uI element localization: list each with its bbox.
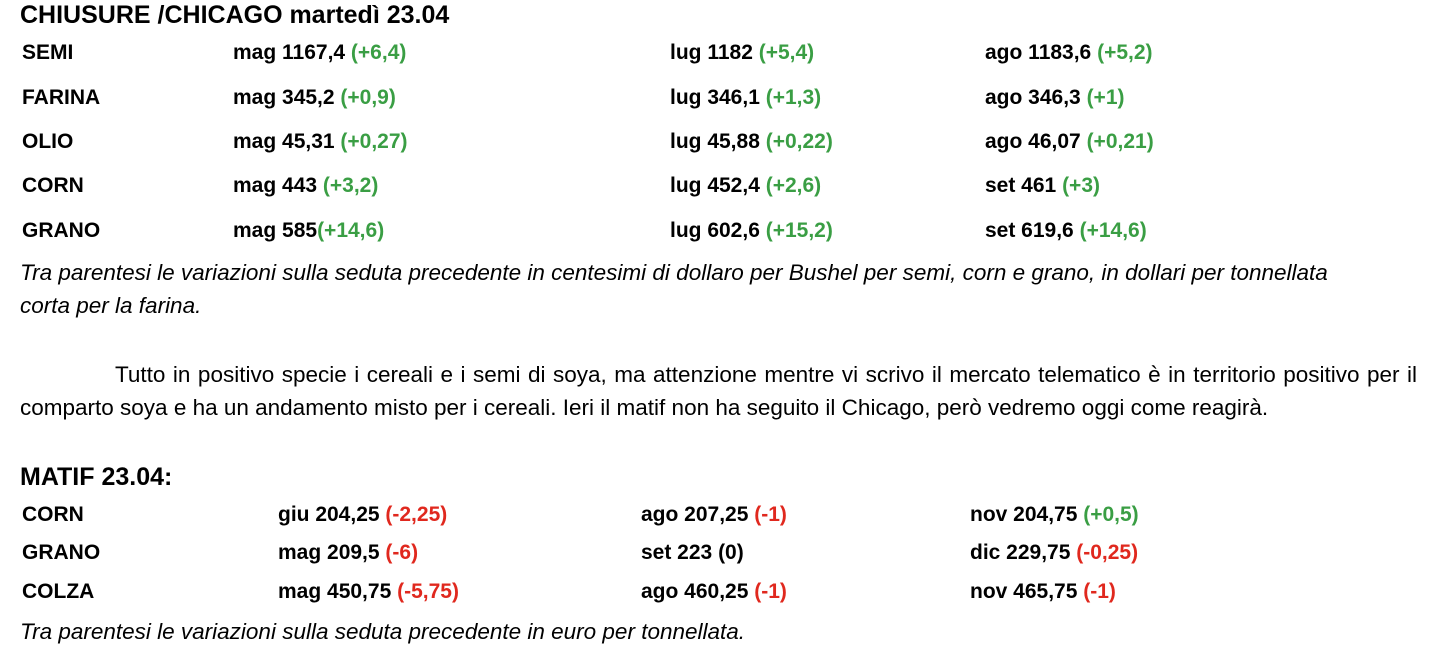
contract-price: lug 452,4 (670, 174, 766, 197)
quote: set 223 (0) (641, 540, 744, 566)
price-change: (-1) (754, 503, 787, 526)
contract-price: nov 204,75 (970, 503, 1084, 526)
quote: giu 204,25 (-2,25) (278, 502, 447, 528)
quote: nov 204,75 (+0,5) (970, 502, 1139, 528)
quote: ago 1183,6 (+5,2) (985, 40, 1153, 66)
quote: nov 465,75 (-1) (970, 579, 1116, 605)
quote: set 461 (+3) (985, 173, 1100, 199)
quote: lug 602,6 (+15,2) (670, 218, 833, 244)
quote: ago 46,07 (+0,21) (985, 129, 1154, 155)
contract-price: lug 346,1 (670, 86, 766, 109)
quote: lug 452,4 (+2,6) (670, 173, 821, 199)
price-change: (+0,5) (1083, 503, 1139, 526)
row-label: GRANO (22, 541, 101, 564)
quote: ago 460,25 (-1) (641, 579, 787, 605)
row-label: CORN (22, 174, 84, 197)
quote: mag 345,2 (+0,9) (233, 85, 396, 111)
price-change: (-1) (754, 580, 787, 603)
chicago-title: CHIUSURE /CHICAGO martedì 23.04 (20, 1, 450, 29)
contract-price: ago 46,07 (985, 130, 1087, 153)
quote: mag 450,75 (-5,75) (278, 579, 459, 605)
quote: ago 207,25 (-1) (641, 502, 787, 528)
quote: lug 346,1 (+1,3) (670, 85, 821, 111)
price-change: (+0,21) (1086, 130, 1154, 153)
contract-price: dic 229,75 (970, 541, 1077, 564)
chicago-note: Tra parentesi le variazioni sulla seduta… (20, 260, 1328, 318)
contract-price: mag 585 (233, 219, 318, 242)
price-change: (+3) (1062, 174, 1100, 197)
price-change: (0) (718, 541, 744, 564)
contract-price: mag 45,31 (233, 130, 341, 153)
quote: lug 1182 (+5,4) (670, 40, 814, 66)
quote: mag 209,5 (-6) (278, 540, 418, 566)
contract-price: ago 460,25 (641, 580, 755, 603)
quote: lug 45,88 (+0,22) (670, 129, 833, 155)
paragraph: Tutto in positivo specie i cereali e i s… (20, 362, 1417, 420)
row-label: SEMI (22, 41, 74, 64)
price-change: (+5,2) (1097, 41, 1153, 64)
contract-price: set 223 (641, 541, 719, 564)
contract-price: ago 346,3 (985, 86, 1087, 109)
price-change: (+0,27) (340, 130, 408, 153)
price-change: (+14,6) (317, 219, 385, 242)
contract-price: lug 1182 (670, 41, 759, 64)
price-change: (+1,3) (765, 86, 822, 109)
price-change: (+6,4) (350, 41, 407, 64)
price-change: (-0,25) (1076, 541, 1139, 564)
contract-price: lug 602,6 (670, 219, 766, 242)
price-change: (+15,2) (765, 219, 833, 242)
price-change: (+5,4) (758, 41, 815, 64)
row-label: OLIO (22, 130, 74, 153)
contract-price: ago 1183,6 (985, 41, 1098, 64)
quote: set 619,6 (+14,6) (985, 218, 1147, 244)
row-label: FARINA (22, 86, 101, 109)
contract-price: mag 443 (233, 174, 323, 197)
price-change: (+2,6) (765, 174, 822, 197)
quote: mag 1167,4 (+6,4) (233, 40, 406, 66)
contract-price: mag 209,5 (278, 541, 386, 564)
contract-price: giu 204,25 (278, 503, 386, 526)
quote: mag 585(+14,6) (233, 218, 384, 244)
row-label: GRANO (22, 219, 101, 242)
price-change: (-1) (1083, 580, 1116, 603)
contract-price: lug 45,88 (670, 130, 766, 153)
price-change: (+1) (1086, 86, 1125, 109)
contract-price: mag 1167,4 (233, 41, 351, 64)
price-change: (-2,25) (385, 503, 448, 526)
quote: ago 346,3 (+1) (985, 85, 1125, 111)
contract-price: ago 207,25 (641, 503, 755, 526)
matif-title: MATIF 23.04: (20, 463, 173, 491)
quote: mag 443 (+3,2) (233, 173, 378, 199)
matif-note: Tra parentesi le variazioni sulla seduta… (20, 619, 746, 644)
price-change: (+0,9) (340, 86, 396, 109)
price-change: (-5,75) (397, 580, 459, 603)
row-label: COLZA (22, 580, 95, 603)
price-change: (-6) (385, 541, 419, 564)
contract-price: set 461 (985, 174, 1063, 197)
contract-price: set 619,6 (985, 219, 1080, 242)
row-label: CORN (22, 503, 84, 526)
quote: dic 229,75 (-0,25) (970, 540, 1138, 566)
quote: mag 45,31 (+0,27) (233, 129, 408, 155)
price-change: (+0,22) (765, 130, 833, 153)
contract-price: mag 450,75 (278, 580, 398, 603)
contract-price: mag 345,2 (233, 86, 341, 109)
contract-price: nov 465,75 (970, 580, 1084, 603)
price-change: (+3,2) (322, 174, 379, 197)
price-change: (+14,6) (1079, 219, 1147, 242)
